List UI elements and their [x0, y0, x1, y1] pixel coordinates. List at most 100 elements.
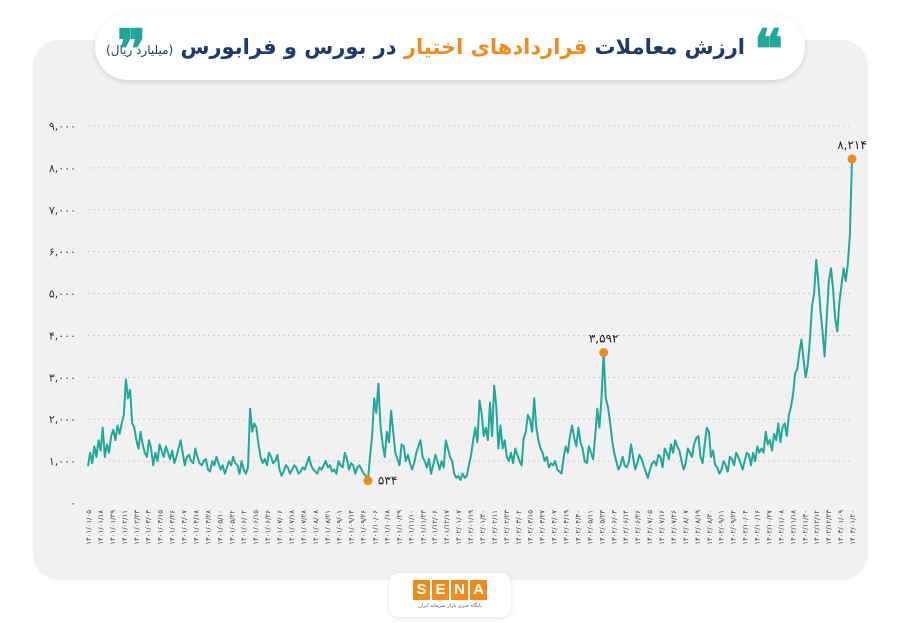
- x-tick-label: ۱۴۰۲/۰۳/۲۷: [539, 510, 547, 545]
- title-part-3: در بورس و فرابورس: [180, 35, 397, 59]
- x-tick-label: ۱۴۰۱/۰۷/۱۸: [288, 510, 296, 545]
- sena-logo: S E N A پایگاه خبری بازار سرمایه ایران: [389, 573, 511, 617]
- x-tick-label: ۱۴۰۱/۰۴/۲۸: [204, 510, 212, 545]
- x-tick-label: ۱۴۰۱/۰۹/۱۴: [348, 510, 356, 545]
- x-tick-label: ۱۴۰۱/۰۶/۱۵: [252, 510, 260, 545]
- x-tick-label: ۱۴۰۲/۰۳/۱۵: [527, 510, 535, 545]
- x-tick-label: ۱۴۰۲/۰۱/۰۷: [455, 510, 463, 545]
- x-tick-label: ۱۴۰۱/۱۲/۰۶: [431, 510, 439, 545]
- x-tick-label: ۱۴۰۱/۰۱/۰۵: [85, 510, 93, 545]
- x-tick-label: ۱۴۰۱/۱۲/۱۷: [443, 510, 451, 545]
- title-part-2-highlight: قراردادهای اختیار: [403, 35, 588, 59]
- y-tick-label: ۹,۰۰۰: [49, 120, 76, 133]
- x-tick-label: ۱۴۰۲/۰۸/۳۰: [706, 510, 714, 545]
- x-tick-label: ۱۴۰۱/۰۵/۱۰: [216, 510, 224, 545]
- x-tick-label: ۱۴۰۲/۱۲/۱۲: [813, 510, 821, 545]
- y-tick-label: ۴,۰۰۰: [49, 329, 76, 342]
- y-axis-ticks: ۰ ۱,۰۰۰ ۲,۰۰۰ ۳,۰۰۰ ۴,۰۰۰ ۵,۰۰۰ ۶,۰۰۰ ۷,۰۰۰ ۸,۰۰…: [49, 120, 76, 510]
- x-tick-label: ۱۴۰۱/۰۲/۱۱: [121, 510, 129, 545]
- x-tick-label: ۱۴۰۲/۰۲/۱۱: [491, 510, 499, 545]
- logo-letter: S: [413, 580, 430, 600]
- x-tick-label: ۱۴۰۱/۱۱/۱۰: [407, 510, 415, 545]
- x-tick-label: ۱۴۰۲/۰۹/۲۲: [730, 510, 738, 545]
- x-tick-label: ۱۴۰۲/۰۹/۱۱: [718, 510, 726, 545]
- y-tick-label: ۲,۰۰۰: [49, 413, 76, 426]
- x-tick-label: ۱۴۰۱/۱۱/۲۳: [419, 510, 427, 545]
- x-tick-label: ۱۴۰۲/۰۲/۲۳: [503, 510, 511, 545]
- x-tick-label: ۱۴۰۳/۰۱/۰۹: [837, 510, 845, 545]
- x-tick-label: ۱۴۰۲/۰۷/۲۶: [670, 510, 678, 545]
- x-tick-label: ۱۴۰۲/۰۴/۱۹: [563, 510, 571, 545]
- annotations: ۵۳۴ ۳,۵۹۲ ۸,۲۱۴: [363, 138, 867, 488]
- x-tick-label: ۱۴۰۱/۰۳/۱۵: [157, 510, 165, 545]
- open-quote-icon: ❝: [753, 17, 783, 81]
- data-label: ۵۳۴: [378, 474, 397, 488]
- x-tick-label: ۱۴۰۲/۰۵/۲۳: [598, 510, 606, 545]
- x-tick-label: ۱۴۰۲/۱۰/۰۴: [742, 510, 750, 545]
- peak-marker: [599, 348, 609, 358]
- logo-letter: N: [451, 580, 468, 600]
- peak-marker: [363, 476, 373, 486]
- x-tick-label: ۱۴۰۱/۰۳/۰۳: [145, 510, 153, 545]
- x-tick-label: ۱۴۰۳/۰۱/۲۰: [849, 510, 857, 545]
- x-tick-label: ۱۴۰۲/۰۶/۱۴: [622, 510, 630, 545]
- x-tick-label: ۱۴۰۱/۰۱/۱۸: [97, 510, 105, 545]
- title-unit: (میلیارد ریال): [106, 43, 174, 57]
- x-tick-label: ۱۴۰۱/۰۷/۰۶: [276, 510, 284, 545]
- data-label: ۳,۵۹۲: [589, 332, 619, 346]
- x-tick-label: ۱۴۰۲/۰۵/۱۱: [586, 510, 594, 545]
- x-tick-label: ۱۴۰۱/۰۴/۰۷: [181, 510, 189, 545]
- x-tick-label: ۱۴۰۱/۰۲/۲۳: [133, 510, 141, 545]
- x-tick-label: ۱۴۰۲/۱۰/۱۶: [754, 510, 762, 545]
- y-tick-label: ۸,۰۰۰: [49, 162, 76, 175]
- x-tick-label: ۱۴۰۱/۰۹/۰۱: [336, 510, 344, 545]
- x-tick-label: ۱۴۰۱/۰۸/۲۱: [324, 510, 332, 545]
- close-quote-icon: ❞: [117, 17, 147, 81]
- y-tick-label: ۷,۰۰۰: [49, 204, 76, 217]
- x-tick-label: ۱۴۰۱/۰۶/۰۲: [240, 510, 248, 545]
- y-tick-label: ۶,۰۰۰: [49, 246, 76, 259]
- x-tick-label: ۱۴۰۱/۰۳/۲۶: [169, 510, 177, 545]
- chart-card: [33, 40, 868, 580]
- chart-title: ارزش معاملات قراردادهای اختیار در بورس و…: [106, 30, 745, 67]
- x-tick-label: ۱۴۰۲/۱۱/۱۸: [789, 510, 797, 545]
- x-tick-label: ۱۴۰۲/۰۷/۰۵: [646, 510, 654, 545]
- x-tick-label: ۱۴۰۱/۰۴/۱۸: [192, 510, 200, 545]
- title-part-1: ارزش معاملات: [594, 35, 745, 59]
- x-tick-label: ۱۴۰۱/۰۹/۲۶: [360, 510, 368, 545]
- logo-letters: S E N A: [413, 580, 487, 600]
- x-tick-label: ۱۴۰۱/۱۰/۱۸: [383, 510, 391, 545]
- x-tick-label: ۱۴۰۲/۰۷/۱۶: [658, 510, 666, 545]
- title-banner: ❝ ارزش معاملات قراردادهای اختیار در بورس…: [95, 14, 805, 80]
- data-label: ۸,۲۱۴: [837, 138, 867, 152]
- x-tick-label: ۱۴۰۱/۱۰/۰۶: [372, 510, 380, 545]
- x-tick-label: ۱۴۰۲/۰۱/۱۹: [467, 510, 475, 545]
- gridlines: [88, 125, 852, 462]
- x-tick-label: ۱۴۰۱/۱۰/۲۹: [395, 510, 403, 545]
- series: [87, 158, 853, 482]
- logo-letter: A: [470, 580, 487, 600]
- logo-letter: E: [432, 580, 449, 600]
- x-tick-label: ۱۴۰۲/۰۶/۰۳: [610, 510, 618, 545]
- series-line: [87, 158, 853, 482]
- x-tick-label: ۱۴۰۱/۰۱/۲۹: [109, 510, 117, 545]
- x-tick-label: ۱۴۰۲/۰۸/۱۹: [694, 510, 702, 545]
- x-tick-label: ۱۴۰۲/۱۱/۳۰: [801, 510, 809, 545]
- x-tick-label: ۱۴۰۱/۰۵/۲۲: [228, 510, 236, 545]
- x-tick-label: ۱۴۰۱/۰۶/۲۶: [264, 510, 272, 545]
- x-tick-label: ۱۴۰۲/۰۱/۳۰: [479, 510, 487, 545]
- x-tick-label: ۱۴۰۲/۱۱/۰۸: [777, 510, 785, 545]
- x-tick-label: ۱۴۰۲/۱۲/۲۳: [825, 510, 833, 545]
- y-tick-label: ۱,۰۰۰: [49, 455, 76, 468]
- x-tick-label: ۱۴۰۲/۰۴/۳۰: [574, 510, 582, 545]
- peak-marker: [847, 154, 857, 164]
- y-tick-label: ۰: [70, 497, 76, 510]
- x-tick-label: ۱۴۰۱/۰۸/۰۸: [312, 510, 320, 545]
- x-tick-label: ۱۴۰۲/۰۴/۰۷: [551, 510, 559, 545]
- x-tick-label: ۱۴۰۲/۰۶/۲۶: [634, 510, 642, 545]
- x-tick-label: ۱۴۰۲/۱۰/۲۷: [765, 510, 773, 545]
- x-axis-ticks: ۱۴۰۱/۰۱/۰۵ ۱۴۰۱/۰۱/۱۸ ۱۴۰۱/۰۱/۲۹ ۱۴۰۱/۰۲/۱۱…: [85, 510, 857, 545]
- x-tick-label: ۱۴۰۲/۰۳/۰۲: [515, 510, 523, 545]
- x-tick-label: ۱۴۰۲/۰۸/۰۷: [682, 510, 690, 545]
